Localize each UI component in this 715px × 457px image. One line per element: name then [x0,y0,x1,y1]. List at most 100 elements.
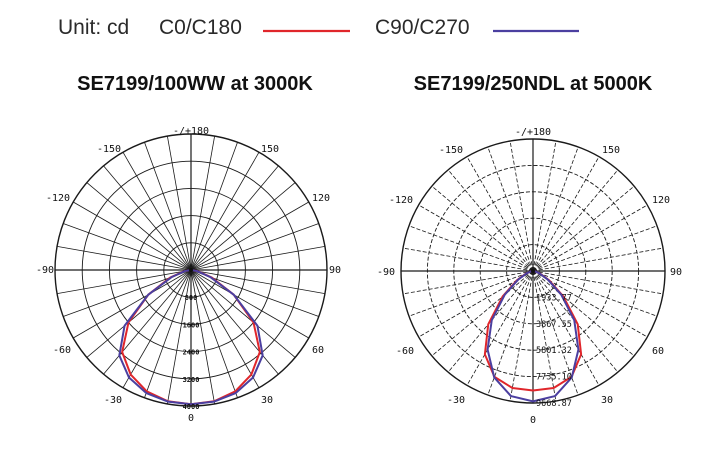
grid-spoke [466,156,534,272]
grid-spoke [103,269,192,375]
grid-spoke [408,225,534,272]
legend-c0-label: C0/C180 [159,16,242,39]
grid-spoke [509,140,534,272]
center-point [531,269,535,273]
grid-spoke [144,142,192,271]
grid-spoke [190,269,216,404]
grid-spoke [532,270,664,295]
grid-spoke [466,270,534,386]
grid-spoke [122,269,192,388]
angle-tick-label: -/+180 [173,126,209,137]
grid-spoke [532,270,600,386]
angle-tick-label: 30 [261,395,273,406]
legend: Unit: cd C0/C180 C90/C270 [58,16,579,39]
angle-tick-label: 30 [601,395,613,406]
angle-tick-label: 60 [652,346,664,357]
grid-spoke [73,201,192,271]
grid-spoke [190,152,260,271]
grid-spoke [190,201,309,271]
grid-spoke [509,270,534,402]
unit-label: Unit: cd [58,16,129,39]
radial-tick-label: 3200 [183,376,200,384]
grid-spoke [190,165,279,271]
grid-spoke [532,270,557,402]
chart-title-right: SE7199/250NDL at 5000K [414,73,653,95]
angle-tick-label: -90 [36,265,54,276]
grid-spoke [408,270,534,317]
angle-tick-label: -90 [377,267,395,278]
grid-spoke [103,165,192,271]
grid-spoke [190,142,238,271]
grid-spoke [532,185,635,272]
angle-tick-label: -120 [389,195,413,206]
angle-tick-label: -30 [447,395,465,406]
radial-tick-label: 5801.32 [536,346,572,356]
angle-tick-label: 90 [329,265,341,276]
grid-spoke [532,270,579,396]
radial-tick-label: 2400 [183,349,200,357]
grid-spoke [532,146,579,272]
angle-tick-label: -30 [104,395,122,406]
radial-tick-label: 4000 [183,403,200,411]
grid-spoke [402,247,534,272]
angle-tick-label: 120 [312,193,330,204]
grid-spoke [57,245,192,271]
grid-spoke [532,247,664,272]
grid-spoke [190,269,279,375]
grid-spoke [190,269,260,388]
grid-spoke [532,270,635,357]
grid-spoke [190,182,296,271]
grid-spoke [86,269,192,358]
grid-spoke [402,270,534,295]
grid-spoke [190,245,325,271]
grid-spoke [532,156,600,272]
grid-spoke [166,136,192,271]
grid-spoke [190,269,296,358]
polar-chart-right: -/+180 150 120 90 60 30 0 -30 -60 -90 -120 -150 1933… [377,127,682,426]
angle-tick-label: 120 [652,195,670,206]
radial-tick-label: 7735.10 [536,373,572,383]
grid-spoke [418,270,534,338]
grid-spoke [532,204,648,272]
grid-spoke [166,269,192,404]
grid-spoke [190,269,238,398]
angle-tick-label: -60 [53,345,71,356]
grid-spoke [144,269,192,398]
grid-spoke [532,225,658,272]
angle-tick-label: -60 [396,346,414,357]
grid-spoke [190,223,319,271]
grid-spoke [63,223,192,271]
grid-spoke [431,185,534,272]
angle-tick-label: 0 [188,413,194,424]
polar-chart-left: -/+180 150 120 90 60 30 0 -30 -60 -90 -120 -150 800 1… [36,126,341,424]
angle-tick-label: -150 [439,145,463,156]
radial-tick-label: 1600 [183,321,200,329]
radial-tick-label: 9668.87 [536,399,572,409]
radial-tick-label: 3867.55 [536,320,572,330]
grid-spoke [418,204,534,272]
grid-spoke [447,169,534,272]
angle-tick-label: 150 [261,144,279,155]
radial-tick-label: 800 [185,294,198,302]
angle-tick-label: -120 [46,193,70,204]
grid-spoke [532,270,648,338]
grid-spoke [73,269,192,339]
series-curve-c90-c270 [118,269,264,406]
angle-tick-label: 150 [602,145,620,156]
grid-spoke [487,146,534,272]
grid-spoke [190,136,216,271]
grid-spoke [487,270,534,396]
series-curve-c90-c270 [486,270,580,403]
angle-tick-label: -150 [97,144,121,155]
grid-spoke [57,269,192,295]
grid-spoke [122,152,192,271]
grid-spoke [431,270,534,357]
angle-tick-label: 0 [530,415,536,426]
grid-spoke [190,269,325,295]
angle-tick-label: -/+180 [515,127,551,138]
angle-tick-label: 90 [670,267,682,278]
center-point [189,268,193,272]
radial-tick-label: 1933.77 [536,293,572,303]
grid-spoke [532,270,658,317]
